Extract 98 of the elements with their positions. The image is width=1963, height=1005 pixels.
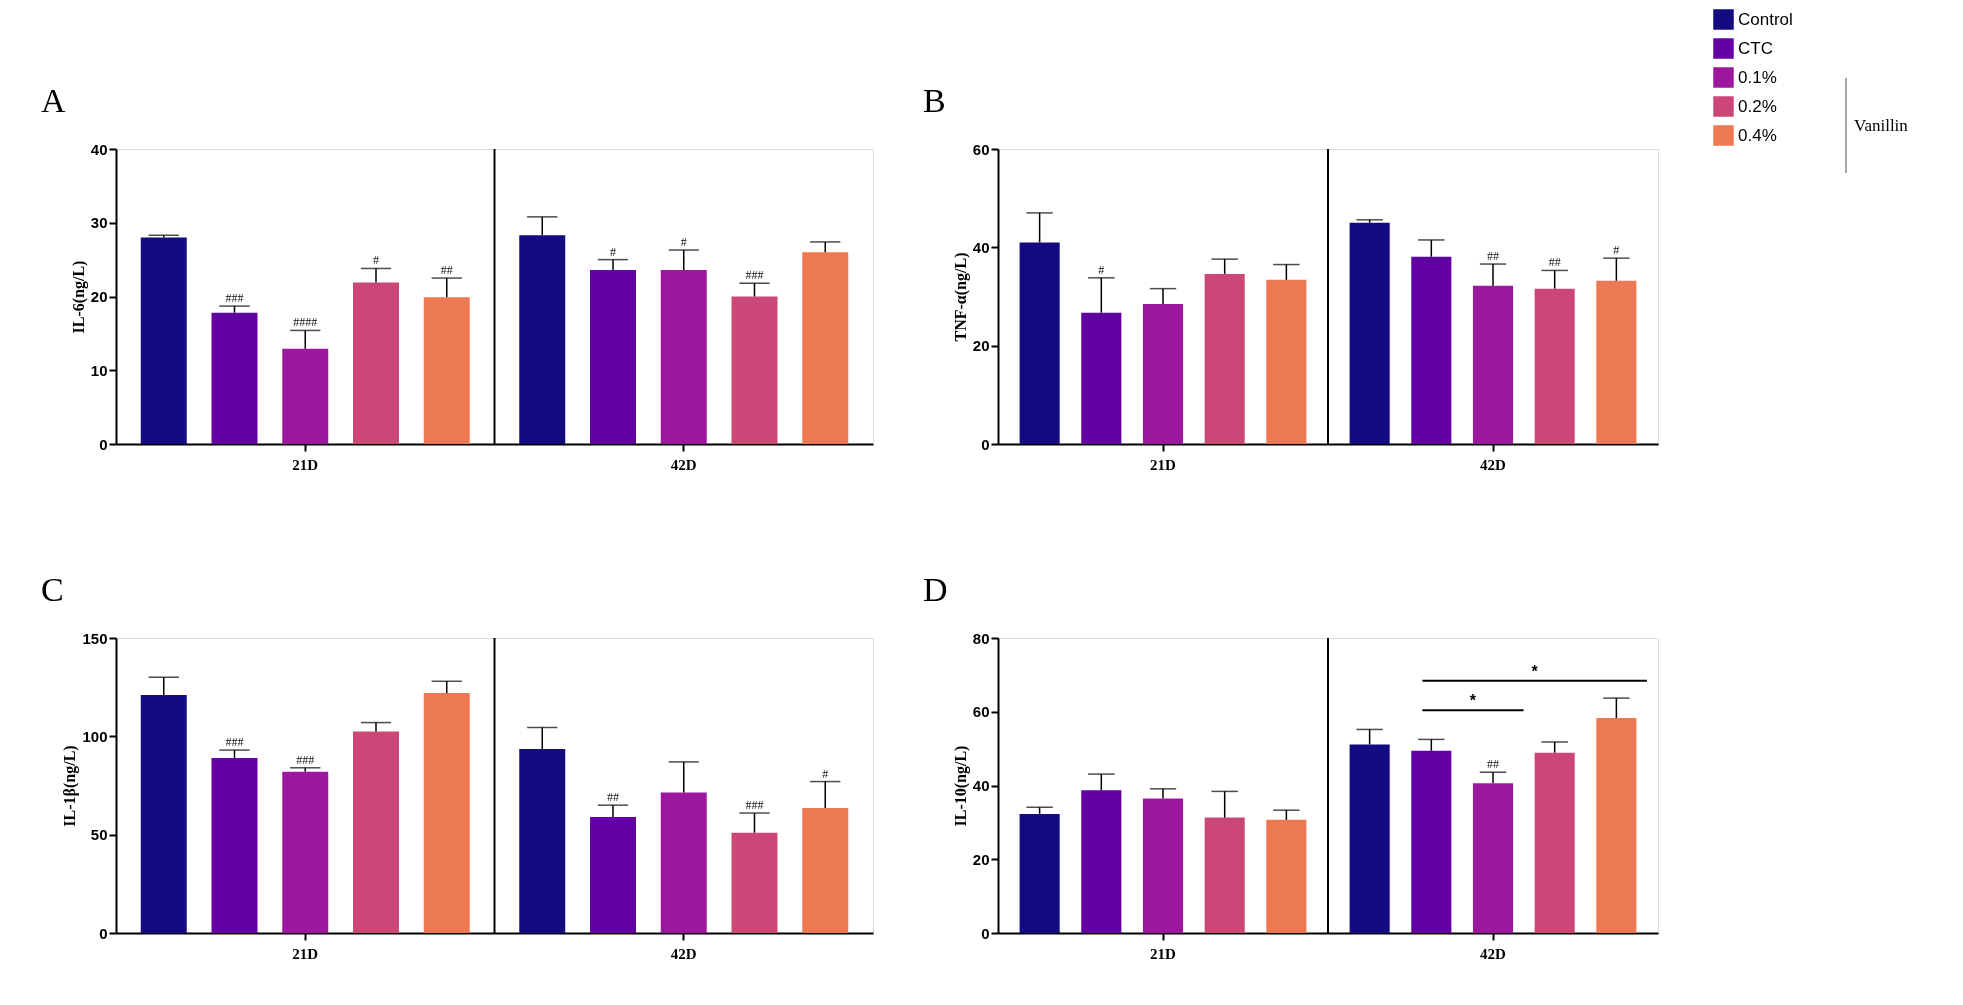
data-label: ## bbox=[440, 263, 453, 278]
y-tick-label: 0 bbox=[981, 435, 990, 453]
bar bbox=[1081, 312, 1122, 444]
bar bbox=[519, 235, 566, 444]
bar bbox=[1204, 273, 1245, 444]
bar bbox=[1596, 718, 1637, 933]
legend-label: CTC bbox=[1738, 38, 1773, 58]
y-tick-label: 150 bbox=[82, 629, 108, 647]
y-tick-label: 20 bbox=[972, 850, 990, 868]
bar bbox=[660, 792, 707, 933]
y-tick-label: 50 bbox=[90, 826, 108, 844]
data-label: # bbox=[1613, 243, 1620, 258]
data-label: ### bbox=[745, 798, 764, 813]
bar bbox=[1019, 242, 1060, 444]
y-tick-label: 30 bbox=[90, 214, 108, 232]
y-axis-title: IL-10(ng/L) bbox=[951, 745, 970, 827]
bar bbox=[1411, 256, 1452, 444]
x-tick-label: 42D bbox=[1480, 945, 1507, 962]
x-tick-label: 21D bbox=[292, 945, 319, 962]
data-label: ## bbox=[1487, 249, 1499, 264]
y-tick-label: 0 bbox=[99, 924, 108, 942]
bar bbox=[1266, 279, 1307, 444]
data-label: # bbox=[822, 766, 829, 781]
chart-title: B bbox=[923, 82, 946, 119]
bar bbox=[590, 816, 636, 933]
bar bbox=[1534, 752, 1575, 933]
bar bbox=[1081, 790, 1122, 933]
bar bbox=[802, 252, 849, 444]
legend-label: 0.1% bbox=[1738, 67, 1777, 87]
bar bbox=[211, 312, 258, 444]
data-label: # bbox=[610, 244, 616, 259]
bar bbox=[1411, 750, 1452, 933]
bar bbox=[1596, 280, 1637, 444]
x-tick-label: 42D bbox=[670, 456, 697, 473]
y-tick-label: 20 bbox=[972, 337, 990, 355]
data-label: ## bbox=[1548, 255, 1561, 270]
legend-label: 0.2% bbox=[1738, 96, 1777, 116]
y-tick-label: 60 bbox=[972, 703, 990, 721]
bar bbox=[731, 296, 778, 444]
bar bbox=[353, 731, 399, 933]
bar bbox=[519, 749, 566, 933]
data-label: # bbox=[1098, 262, 1105, 277]
x-tick-label: 42D bbox=[670, 945, 697, 962]
chart-title: C bbox=[41, 571, 64, 608]
bar bbox=[1266, 819, 1307, 933]
data-label: ## bbox=[1487, 757, 1499, 772]
x-tick-label: 21D bbox=[1150, 456, 1177, 473]
bar bbox=[1349, 222, 1390, 444]
bar bbox=[353, 282, 399, 444]
bar bbox=[590, 269, 636, 444]
bar bbox=[1019, 813, 1060, 933]
bar bbox=[423, 297, 470, 444]
bar bbox=[423, 693, 470, 933]
y-axis-title: TNF-α(ng/L) bbox=[951, 252, 970, 342]
chart-title: A bbox=[41, 82, 66, 119]
bar bbox=[1472, 783, 1514, 933]
y-tick-label: 60 bbox=[972, 140, 990, 158]
x-tick-label: 42D bbox=[1480, 456, 1507, 473]
bar bbox=[140, 695, 187, 933]
bar bbox=[1142, 303, 1184, 444]
y-tick-label: 100 bbox=[82, 727, 108, 745]
data-label: # bbox=[680, 235, 687, 250]
y-tick-label: 0 bbox=[981, 924, 990, 942]
data-label: ### bbox=[745, 268, 764, 283]
bar bbox=[282, 348, 329, 444]
bar bbox=[802, 808, 849, 933]
bar bbox=[211, 757, 258, 933]
bar bbox=[1534, 288, 1575, 444]
annotation: * bbox=[1531, 662, 1539, 680]
x-tick-label: 21D bbox=[1150, 945, 1177, 962]
y-tick-label: 40 bbox=[972, 238, 990, 256]
y-tick-label: 10 bbox=[90, 361, 108, 379]
data-label: #### bbox=[293, 315, 318, 330]
y-axis-title: IL-6(ng/L) bbox=[69, 260, 88, 334]
bar bbox=[1472, 285, 1514, 444]
legend-label: Control bbox=[1738, 9, 1793, 29]
bar bbox=[1349, 744, 1390, 933]
y-tick-label: 80 bbox=[972, 629, 990, 647]
x-tick-label: 21D bbox=[292, 456, 319, 473]
legend-label: 0.4% bbox=[1738, 125, 1777, 145]
annotation: * bbox=[1469, 692, 1477, 710]
y-axis-title: IL-1β(ng/L) bbox=[61, 745, 80, 827]
data-label: ## bbox=[607, 790, 619, 805]
y-tick-label: 40 bbox=[972, 777, 990, 794]
text: Vanillin bbox=[1854, 115, 1909, 135]
data-label: # bbox=[373, 253, 379, 268]
bar bbox=[140, 237, 187, 444]
bar bbox=[660, 269, 707, 444]
data-label: ### bbox=[296, 752, 315, 767]
y-tick-label: 40 bbox=[90, 140, 108, 158]
y-tick-label: 0 bbox=[99, 435, 108, 453]
data-label: ### bbox=[225, 735, 244, 750]
y-tick-label: 20 bbox=[90, 288, 108, 305]
data-label: ### bbox=[225, 291, 244, 306]
chart-title: D bbox=[923, 571, 948, 608]
bar bbox=[731, 832, 778, 933]
bar bbox=[1204, 817, 1245, 933]
bar bbox=[1142, 798, 1184, 933]
